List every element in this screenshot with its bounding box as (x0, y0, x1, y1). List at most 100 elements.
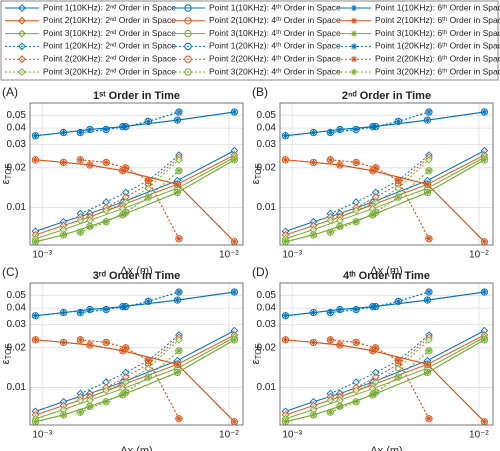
data-marker (481, 156, 488, 164)
y-tick-label: 0.05 (257, 290, 277, 301)
data-marker (395, 177, 402, 184)
data-marker (102, 206, 110, 215)
axes-box (279, 282, 494, 426)
data-marker (32, 312, 39, 319)
data-marker (145, 373, 152, 381)
axes-box (29, 102, 244, 246)
data-marker (395, 373, 402, 381)
data-marker (481, 418, 488, 425)
data-marker (424, 116, 431, 124)
y-axis-symbol: ε (0, 179, 12, 184)
legend-label: Point 3(10KHz): 2ⁿᵈ Order in Space (43, 28, 176, 38)
data-marker (352, 206, 360, 215)
panel-label: (C) (2, 265, 19, 279)
y-tick-label: 0.04 (7, 303, 27, 314)
y-axis-symbol: ε (250, 179, 262, 184)
panel-label: (D) (252, 265, 269, 279)
data-marker (175, 155, 183, 164)
data-marker (327, 309, 334, 316)
data-marker (175, 235, 183, 242)
legend-marker (184, 29, 192, 38)
data-marker (60, 309, 67, 316)
series-line (80, 339, 180, 419)
data-marker (119, 167, 126, 174)
legend-label: Point 1(10KHz): 2ⁿᵈ Order in Space (43, 2, 176, 12)
series-line (285, 339, 485, 423)
data-marker (352, 126, 360, 133)
y-tick-label: 0.04 (7, 123, 27, 134)
data-marker (282, 336, 289, 344)
legend-marker (18, 55, 26, 64)
panel: 0.01 0.02 0.03 0.04 0.05 10⁻³ 10⁻² (C) 3ʳᵈ Order… (0, 265, 244, 451)
panel: 0.01 0.02 0.03 0.04 0.05 10⁻³ 10⁻² (A) 1ˢᵗ Order… (0, 85, 244, 277)
series-line (80, 159, 180, 239)
y-tick-label: 0.02 (7, 162, 27, 173)
legend-marker (350, 43, 358, 50)
y-tick-label: 0.03 (257, 319, 277, 330)
data-marker (32, 238, 39, 245)
data-marker (425, 335, 433, 344)
legend-label: Point 2(10KHz): 4ᵗʰ Order in Space (209, 15, 341, 25)
panel-label: (B) (252, 85, 268, 99)
data-marker (372, 209, 379, 216)
data-marker (86, 341, 94, 349)
series-line (330, 159, 430, 239)
y-tick-label: 0.04 (257, 303, 277, 314)
x-tick-label: 10⁻³ (32, 430, 52, 441)
data-marker (145, 193, 152, 201)
y-tick-label: 0.02 (7, 342, 27, 353)
series-line (330, 339, 430, 419)
x-tick-label: 10⁻³ (282, 250, 302, 261)
data-marker (145, 177, 152, 184)
legend-label: Point 1(20KHz): 6ᵗʰ Order in Space (375, 41, 500, 51)
x-tick-label: 10⁻² (469, 430, 489, 441)
data-marker (119, 211, 126, 219)
data-marker (481, 288, 488, 296)
legend-label: Point 1(20KHz): 2ⁿᵈ Order in Space (43, 41, 176, 51)
data-marker (122, 389, 129, 396)
data-marker (394, 364, 403, 373)
data-marker (336, 161, 344, 169)
x-tick-label: 10⁻² (469, 250, 489, 261)
legend-label: Point 3(20KHz): 2ⁿᵈ Order in Space (43, 66, 176, 76)
x-tick-label: 10⁻² (219, 250, 239, 261)
legend-label: Point 2(20KHz): 6ᵗʰ Order in Space (375, 53, 500, 63)
data-marker (425, 347, 433, 354)
data-marker (145, 118, 152, 125)
data-marker (175, 335, 183, 344)
data-marker (372, 123, 379, 130)
data-marker (77, 229, 84, 236)
data-marker (76, 216, 85, 225)
data-marker (481, 336, 488, 344)
series-line (35, 339, 235, 423)
data-marker (282, 156, 289, 164)
data-marker (369, 347, 376, 354)
legend-label: Point 3(20KHz): 4ᵗʰ Order in Space (209, 66, 341, 76)
data-marker (231, 336, 238, 344)
data-marker (60, 129, 67, 136)
data-marker (336, 341, 344, 349)
data-marker (175, 167, 183, 174)
data-marker (86, 223, 94, 230)
y-axis-subscript: TOF (254, 164, 263, 180)
data-marker (425, 167, 433, 174)
series-line (35, 336, 235, 420)
legend-marker (184, 4, 192, 12)
data-marker (326, 216, 335, 225)
data-marker (282, 132, 289, 139)
data-marker (231, 108, 238, 116)
legend-marker (184, 68, 192, 76)
data-marker (424, 361, 431, 368)
data-marker (372, 344, 379, 352)
data (31, 288, 239, 426)
legend-marker (18, 16, 26, 25)
legend-marker (18, 68, 26, 76)
data-marker (352, 159, 360, 166)
data-marker (369, 211, 376, 219)
data-marker (425, 235, 433, 242)
data-marker (424, 189, 431, 196)
data-marker (369, 391, 376, 399)
legend-label: Point 2(10KHz): 6ᵗʰ Order in Space (375, 15, 500, 25)
legend-marker (18, 4, 26, 12)
data-marker (352, 306, 360, 313)
